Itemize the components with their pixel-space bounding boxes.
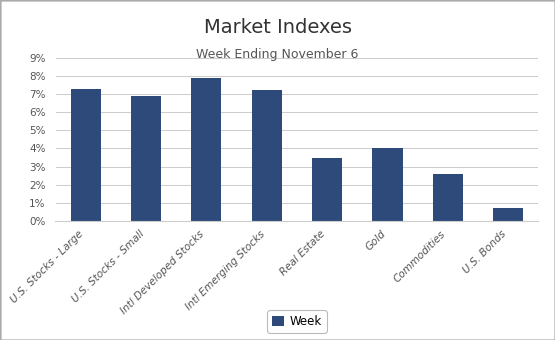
Bar [191,78,221,221]
Bar [493,208,523,221]
Bar [251,90,282,221]
Bar [372,149,402,221]
Text: Week Ending November 6: Week Ending November 6 [196,48,359,61]
Bar [433,174,463,221]
Bar [131,96,161,221]
Bar [70,89,101,221]
Text: Market Indexes: Market Indexes [204,18,351,37]
Legend: Week: Week [267,310,327,333]
Bar [312,157,342,221]
